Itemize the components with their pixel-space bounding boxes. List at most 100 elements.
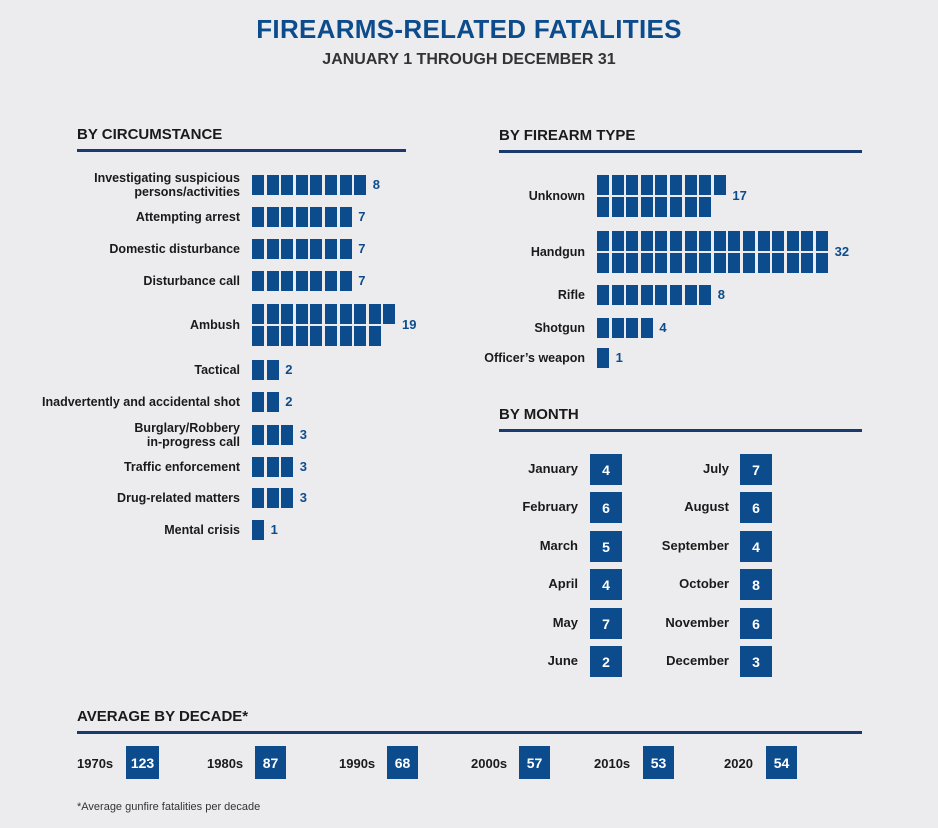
month-label: August xyxy=(684,499,729,514)
bar-unit xyxy=(339,271,352,291)
bar-unit xyxy=(252,271,264,291)
bar-unit xyxy=(801,231,814,251)
bar-unit xyxy=(611,197,624,217)
bar-unit xyxy=(655,253,668,273)
bar-unit xyxy=(655,231,668,251)
bar-unit xyxy=(354,175,367,195)
section-heading-month: BY MONTH xyxy=(499,406,862,432)
bar-unit xyxy=(757,253,770,273)
section-heading-firearm-type: BY FIREARM TYPE xyxy=(499,127,862,153)
category-label: Handgun xyxy=(530,245,585,259)
bar-unit xyxy=(339,304,352,324)
value-label: 7 xyxy=(358,241,366,256)
bar-unit xyxy=(266,425,279,445)
bar-unit xyxy=(252,175,264,195)
value-label: 8 xyxy=(717,287,726,302)
category-label: Shotgun xyxy=(534,321,585,335)
bar-unit xyxy=(670,231,682,251)
category-label: Officer’s weapon xyxy=(484,351,585,365)
value-label: 8 xyxy=(372,177,381,192)
decade-value-box: 53 xyxy=(643,746,674,779)
value-label: 32 xyxy=(834,244,850,259)
bar-unit xyxy=(325,271,337,291)
bar-unit xyxy=(655,285,668,305)
value-label: 7 xyxy=(358,273,366,288)
bar-unit xyxy=(743,231,755,251)
bar-unit xyxy=(354,326,367,346)
bar-unit xyxy=(295,239,308,259)
month-value-box: 8 xyxy=(740,569,772,600)
bar-unit xyxy=(281,239,294,259)
bar-unit xyxy=(266,239,279,259)
bar-unit xyxy=(626,318,639,338)
category-label: Burglary/Robbery in-progress call xyxy=(134,421,240,449)
value-label: 7 xyxy=(358,209,366,224)
bar-unit xyxy=(626,253,639,273)
bar-unit xyxy=(816,253,828,273)
bar-unit xyxy=(354,304,367,324)
bar-unit xyxy=(339,207,352,227)
bar-unit xyxy=(295,304,308,324)
value-label: 2 xyxy=(285,394,293,409)
bar-unit xyxy=(266,488,279,508)
bar-unit xyxy=(670,253,682,273)
category-label: Attempting arrest xyxy=(135,210,240,224)
month-value-box: 2 xyxy=(590,646,622,677)
page-title: FIREARMS-RELATED FATALITIES xyxy=(256,14,682,44)
bar-unit xyxy=(266,326,279,346)
bar-unit xyxy=(339,326,352,346)
decade-value-box: 54 xyxy=(766,746,797,779)
bar-unit xyxy=(611,175,624,195)
bar-unit xyxy=(626,231,639,251)
bar-unit xyxy=(281,326,294,346)
month-label: June xyxy=(547,653,578,668)
value-label: 3 xyxy=(299,427,308,442)
bar-unit xyxy=(266,175,279,195)
bar-unit xyxy=(670,197,682,217)
bar-unit xyxy=(699,285,712,305)
bar-unit xyxy=(266,271,279,291)
month-label: April xyxy=(548,576,578,591)
month-label: July xyxy=(702,461,729,476)
bar-unit xyxy=(281,304,294,324)
month-label: February xyxy=(522,499,578,514)
month-value-box: 7 xyxy=(590,608,622,639)
bar-unit xyxy=(743,253,755,273)
bar-unit xyxy=(310,175,323,195)
decade-value-box: 87 xyxy=(255,746,286,779)
bar-unit xyxy=(801,253,814,273)
bar-unit xyxy=(310,239,323,259)
page-subtitle: JANUARY 1 THROUGH DECEMBER 31 xyxy=(322,51,616,68)
bar-unit xyxy=(325,207,337,227)
decade-value-box: 123 xyxy=(126,746,159,779)
bar-unit xyxy=(772,231,785,251)
bar-unit xyxy=(383,304,396,324)
month-value-box: 4 xyxy=(590,569,622,600)
month-label: May xyxy=(552,615,578,630)
category-label: Investigating suspicious persons/activiti… xyxy=(94,171,240,199)
category-label: Domestic disturbance xyxy=(109,242,240,256)
bar-unit xyxy=(640,197,653,217)
bar-unit xyxy=(310,326,323,346)
decade-label: 2000s xyxy=(471,756,508,771)
category-label: Mental crisis xyxy=(164,523,240,537)
bar-unit xyxy=(597,348,609,368)
bar-unit xyxy=(670,175,682,195)
bar-unit xyxy=(252,457,264,477)
bar-unit xyxy=(684,175,697,195)
category-label: Traffic enforcement xyxy=(123,460,240,474)
bar-unit xyxy=(626,285,639,305)
decade-value-box: 68 xyxy=(387,746,418,779)
bar-unit xyxy=(597,231,609,251)
bar-unit xyxy=(252,239,264,259)
bar-unit xyxy=(640,318,653,338)
bar-unit xyxy=(266,392,279,412)
bar-unit xyxy=(757,231,770,251)
month-value-box: 6 xyxy=(740,608,772,639)
month-value-box: 6 xyxy=(590,492,622,523)
bar-unit xyxy=(684,285,697,305)
bar-unit xyxy=(684,231,697,251)
bar-unit xyxy=(252,425,264,445)
bar-unit xyxy=(684,253,697,273)
bar-unit xyxy=(252,520,264,540)
